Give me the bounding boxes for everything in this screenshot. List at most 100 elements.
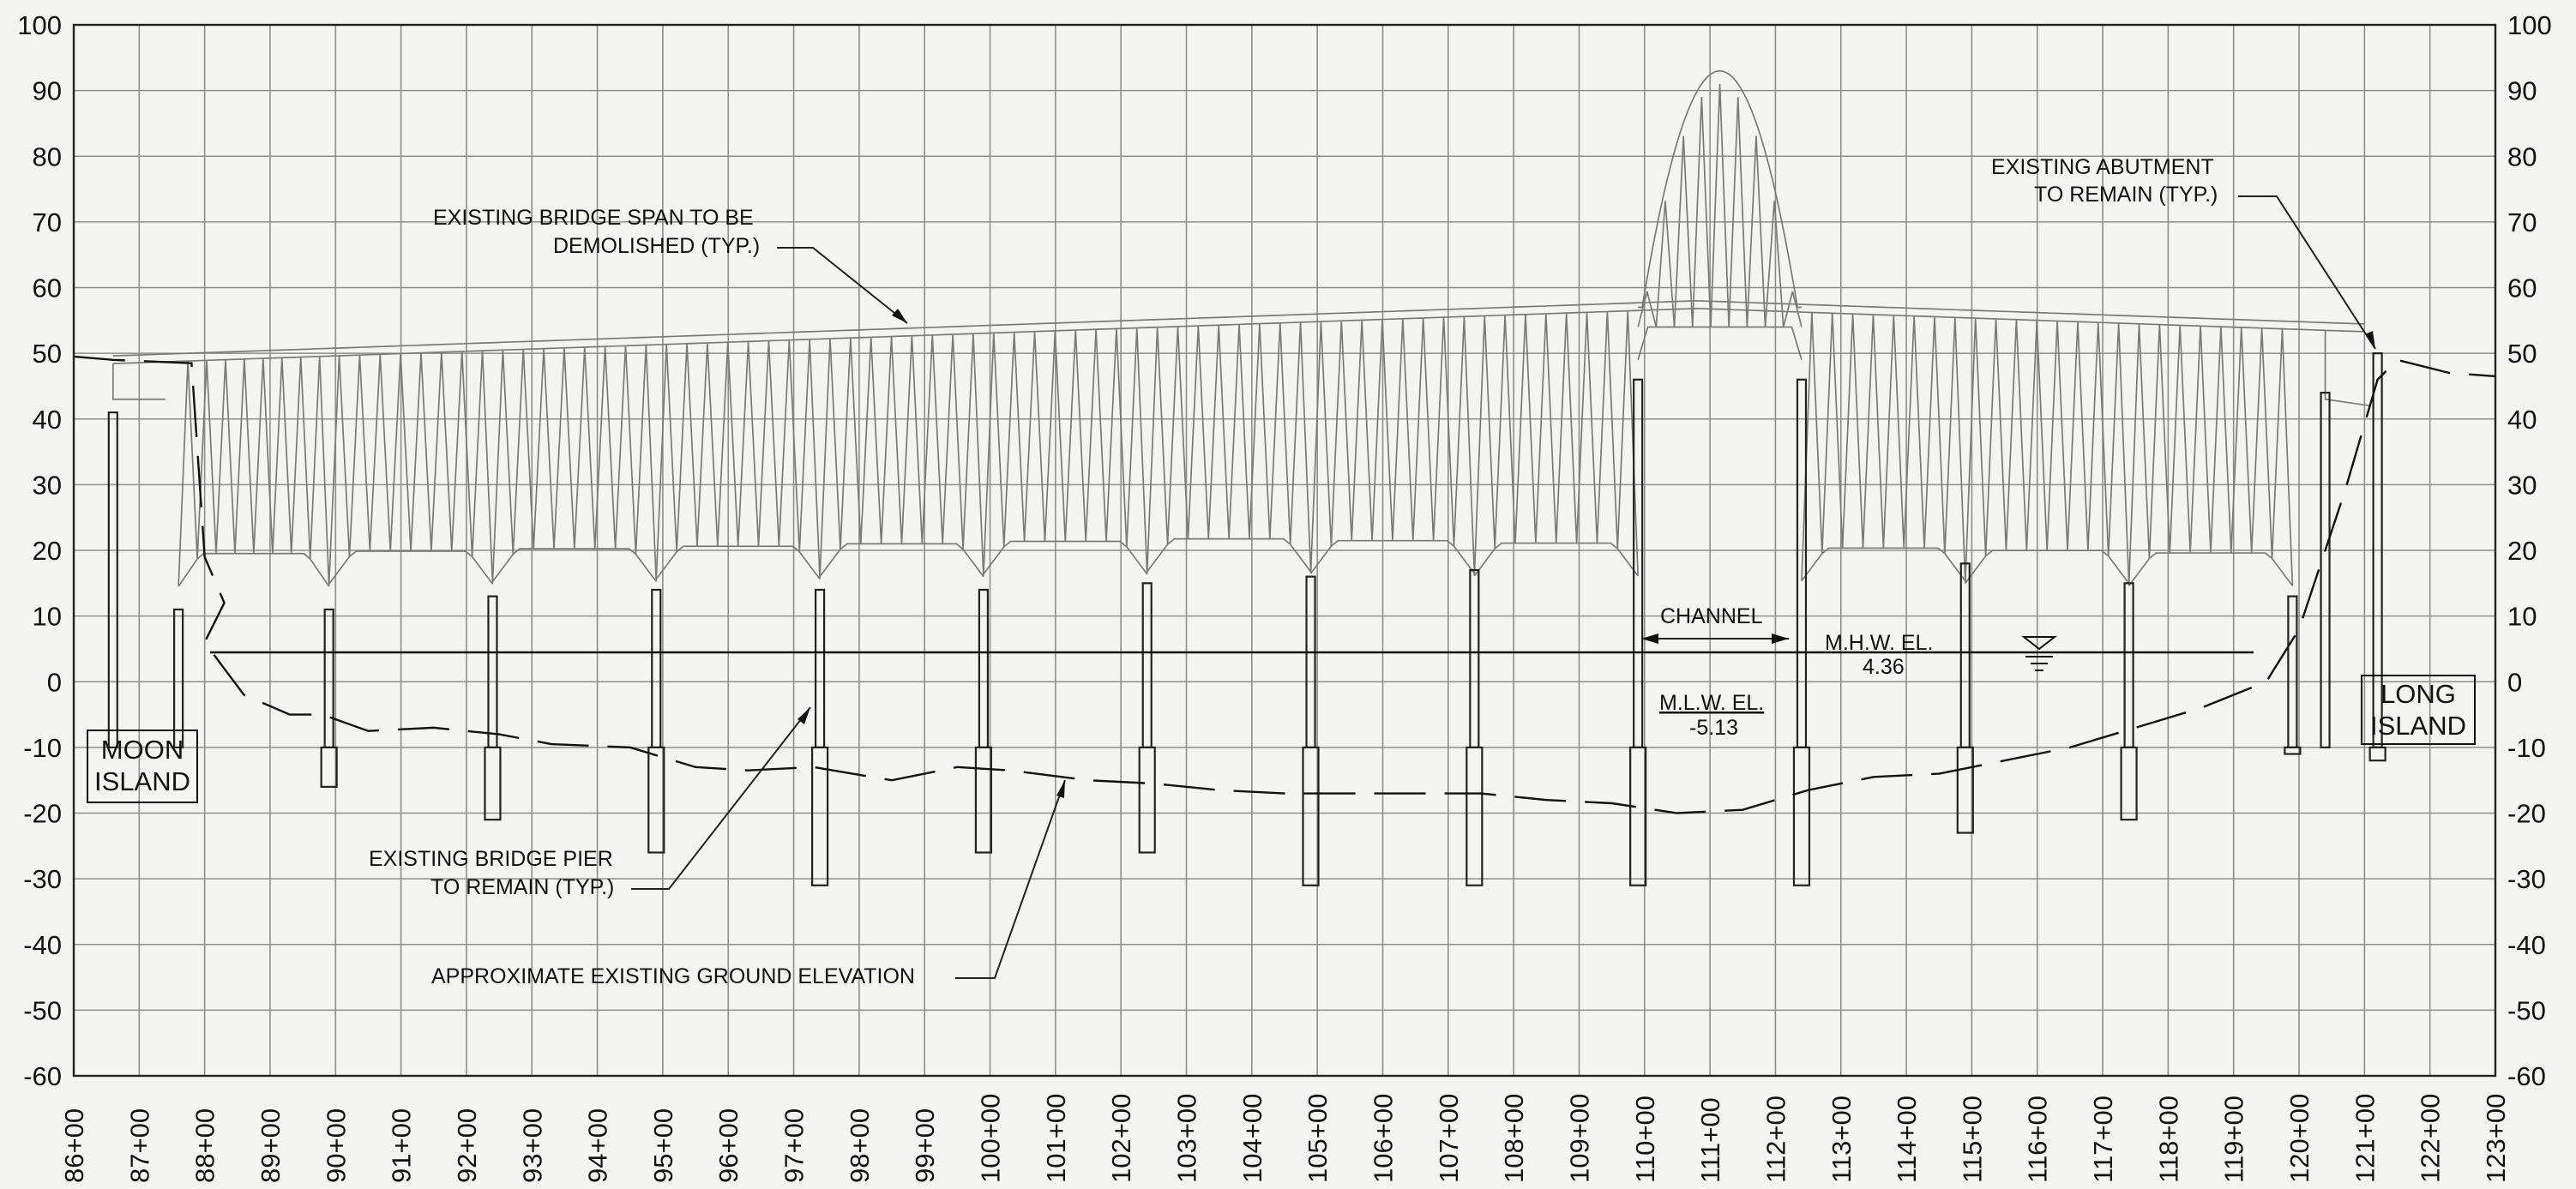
pier-column <box>107 411 118 748</box>
y-tick-label-left: 70 <box>33 207 62 237</box>
x-tick-label: 120+00 <box>2284 1094 2314 1183</box>
truss-bottom-chord <box>1147 537 1312 573</box>
pier-arrowhead <box>797 707 810 724</box>
x-tick-label: 115+00 <box>1957 1096 1987 1183</box>
abutment-arrowhead <box>2365 331 2375 349</box>
moon-island-label-line2: ISLAND <box>94 766 190 796</box>
pier-column <box>651 588 662 748</box>
y-tick-label-right: -40 <box>2507 930 2546 960</box>
truss-bottom-chord <box>491 548 657 582</box>
x-tick-label: 98+00 <box>845 1108 875 1183</box>
lift-span-bottom <box>1637 326 1803 361</box>
x-tick-label: 93+00 <box>517 1108 547 1183</box>
plot-frame <box>72 23 2497 1078</box>
mlw-label: M.L.W. EL. <box>1659 691 1764 715</box>
x-tick-label: 92+00 <box>452 1108 482 1183</box>
y-tick-label-left: -10 <box>23 733 62 763</box>
pier-column <box>814 588 826 748</box>
pier-footing <box>1956 746 1974 834</box>
existing-bridge-span <box>111 69 2372 587</box>
truss-bottom-chord <box>1473 542 1639 577</box>
x-tick-label: 99+00 <box>910 1108 940 1183</box>
x-tick-label: 91+00 <box>387 1108 417 1183</box>
y-tick-label-right: 90 <box>2507 76 2537 106</box>
truss-bottom-chord <box>1309 539 1476 574</box>
y-tick-label-right: -60 <box>2507 1061 2546 1091</box>
mhw-label: M.H.W. EL. <box>1825 631 1933 655</box>
ground-leader <box>955 779 1066 979</box>
pier-footing <box>2120 746 2138 821</box>
truss-web <box>1964 318 2130 584</box>
x-tick-label: 104+00 <box>1237 1094 1267 1183</box>
pier-column <box>323 608 334 748</box>
channel-label: CHANNEL <box>1660 604 1763 628</box>
pier-footing <box>1629 746 1647 886</box>
x-tick-label: 118+00 <box>2153 1096 2183 1183</box>
x-tick-label: 86+00 <box>59 1108 89 1183</box>
y-tick-label-right: 70 <box>2507 207 2537 237</box>
ground-arrowhead <box>1056 780 1065 798</box>
truss-bottom-chord <box>655 545 821 580</box>
truss-bottom-chord <box>178 552 330 587</box>
x-tick-label: 107+00 <box>1434 1094 1464 1183</box>
y-tick-label-left: 80 <box>33 141 62 171</box>
pier-column <box>1959 562 1971 748</box>
long-island-label-line1: LONG <box>2380 679 2456 709</box>
y-tick-label-right: -50 <box>2507 995 2546 1025</box>
pier-footing <box>1792 746 1811 886</box>
long-island-label-line2: ISLAND <box>2370 711 2466 741</box>
x-tick-label: 113+00 <box>1827 1096 1857 1183</box>
y-tick-label-right: -20 <box>2507 799 2546 829</box>
pier-column <box>2287 595 2298 748</box>
x-tick-label: 108+00 <box>1499 1094 1529 1183</box>
pier-column <box>978 588 990 748</box>
x-tick-label: 119+00 <box>2219 1096 2249 1183</box>
pier-footing <box>484 746 502 821</box>
y-tick-label-right: 60 <box>2507 273 2537 303</box>
long-island-box <box>2361 675 2476 745</box>
ground-profile-line <box>73 355 2496 814</box>
bridge-span-note-line2: DEMOLISHED (TYP.) <box>553 234 760 258</box>
pier-column <box>487 595 498 748</box>
x-axis-station-labels: 86+00 87+00 88+00 89+00 90+00 91+00 92+00 93+00… <box>59 1094 2511 1183</box>
x-tick-label: 105+00 <box>1303 1094 1333 1183</box>
mhw-value: 4.36 <box>1863 655 1905 679</box>
pier-footing <box>974 746 993 854</box>
abutment-note-line2: TO REMAIN (TYP.) <box>2034 183 2218 207</box>
y-tick-label-right: -10 <box>2507 733 2546 763</box>
x-tick-label: 122+00 <box>2416 1094 2446 1183</box>
water-level-symbol <box>2021 636 2057 671</box>
truss-bottom-chord <box>2128 552 2294 586</box>
truss-web <box>655 339 821 579</box>
y-tick-label-left: 60 <box>33 273 62 303</box>
y-tick-label-left: -20 <box>23 799 62 829</box>
x-tick-label: 116+00 <box>2023 1096 2053 1183</box>
truss-web <box>1146 321 1312 572</box>
lift-span-web <box>1637 83 1803 327</box>
abutment-note-line1: EXISTING ABUTMENT <box>1991 155 2214 179</box>
left-approach <box>111 363 166 400</box>
ground-elevation-profile <box>73 355 2496 814</box>
pier-note-line1: EXISTING BRIDGE PIER <box>369 847 613 871</box>
truss-web <box>819 333 984 577</box>
x-tick-label: 97+00 <box>779 1108 810 1183</box>
x-tick-label: 106+00 <box>1368 1094 1398 1183</box>
y-tick-label-left: 10 <box>33 602 62 632</box>
truss-web <box>328 351 494 585</box>
x-tick-label: 121+00 <box>2350 1094 2380 1183</box>
pier-note-line2: TO REMAIN (TYP.) <box>430 875 614 899</box>
existing-bridge-piers <box>107 352 2386 886</box>
moon-island-label-line1: MOON <box>101 735 184 765</box>
truss-bottom-chord <box>1965 549 2130 584</box>
x-tick-label: 100+00 <box>976 1094 1006 1183</box>
x-tick-label: 114+00 <box>1892 1096 1922 1183</box>
pier-footing <box>1138 746 1156 854</box>
bridge-span-arrowhead <box>892 309 907 323</box>
y-tick-label-left: -40 <box>23 930 62 960</box>
x-tick-label: 87+00 <box>124 1108 154 1183</box>
y-tick-label-left: 40 <box>33 405 62 435</box>
x-tick-label: 88+00 <box>190 1108 220 1183</box>
truss-web <box>1473 310 1640 576</box>
truss-bottom-chord <box>1801 547 1966 582</box>
